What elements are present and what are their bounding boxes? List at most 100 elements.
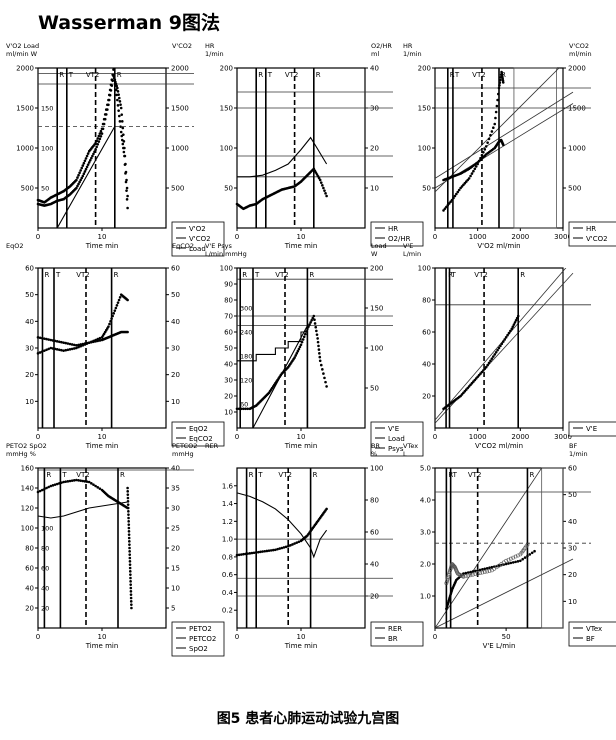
data-point <box>107 325 110 328</box>
data-point <box>75 178 78 182</box>
data-point <box>488 566 491 570</box>
y-tick-label: 70 <box>224 313 233 321</box>
data-point <box>446 203 450 207</box>
data-point <box>85 480 89 483</box>
event-marker-label: VT2 <box>472 71 486 79</box>
data-point <box>83 170 87 173</box>
y-tick-label: 100 <box>418 145 431 153</box>
legend-label: V'E <box>388 425 399 433</box>
data-point <box>85 341 89 345</box>
event-marker-label: R <box>501 71 506 79</box>
y-tick-label: 60 <box>422 329 431 337</box>
data-point <box>81 174 85 178</box>
data-point <box>114 306 118 310</box>
y-axis-label: VTex <box>403 442 418 450</box>
data-point <box>314 325 318 329</box>
x-tick-label: 0 <box>433 433 437 441</box>
data-point <box>492 126 495 130</box>
x-tick-label: 10 <box>98 433 107 441</box>
y2-tick-label: 40 <box>370 561 379 569</box>
data-point <box>43 487 46 491</box>
data-point <box>274 548 277 552</box>
data-point <box>276 547 279 551</box>
data-point <box>509 561 513 565</box>
y2-axis-unit: mmHg <box>172 450 194 458</box>
y-axis-unit: 1/min <box>205 50 224 58</box>
y-axis-label: V'E <box>403 242 413 250</box>
data-point <box>284 545 288 549</box>
data-point <box>94 484 97 488</box>
data-point <box>128 563 132 566</box>
data-point <box>452 196 455 200</box>
data-point <box>75 478 78 482</box>
data-point <box>53 483 57 486</box>
data-point <box>470 172 474 175</box>
y2-tick-label: 20 <box>171 371 180 379</box>
data-point <box>82 161 86 165</box>
data-point <box>117 298 121 302</box>
data-point <box>490 565 494 569</box>
data-point <box>36 352 40 355</box>
data-point <box>98 137 102 141</box>
data-point <box>36 490 40 494</box>
data-point <box>114 88 118 92</box>
data-point <box>79 344 82 348</box>
data-point <box>78 171 81 175</box>
event-marker-label: T <box>451 271 457 279</box>
data-point <box>80 166 84 170</box>
series-line <box>56 124 116 229</box>
data-point <box>107 98 111 102</box>
data-point <box>248 552 252 555</box>
y2-tick-label: 25 <box>171 525 180 533</box>
reference-slope <box>435 91 574 179</box>
x-axis-label: V'E L/min <box>483 642 516 650</box>
data-point <box>86 163 90 166</box>
data-point <box>118 120 122 123</box>
data-point <box>128 566 132 570</box>
data-point <box>478 571 482 575</box>
x-axis-label: Time min <box>85 242 119 250</box>
y-tick-label: 20 <box>422 393 431 401</box>
y2-tick-label: 40 <box>568 518 577 526</box>
data-point <box>299 343 303 347</box>
data-point <box>115 84 119 88</box>
data-point <box>95 145 98 149</box>
data-point <box>127 533 131 536</box>
data-point <box>471 572 475 577</box>
data-point <box>118 100 122 103</box>
data-point <box>325 194 328 198</box>
event-marker-label: T <box>267 71 273 79</box>
y2-tick-label: 80 <box>370 497 379 505</box>
data-point <box>55 348 59 351</box>
reference-slope <box>435 68 560 193</box>
data-point <box>127 510 130 513</box>
x-tick-label: 2000 <box>511 433 529 441</box>
inner-tick-label: 240 <box>240 329 252 337</box>
data-point <box>96 142 100 146</box>
data-point <box>293 356 296 359</box>
y2-tick-label: 50 <box>370 385 379 393</box>
data-point <box>128 543 131 546</box>
data-point <box>79 479 82 482</box>
y-tick-label: 200 <box>220 65 233 73</box>
data-point <box>129 593 133 596</box>
data-point <box>79 169 82 172</box>
event-marker-label: T <box>454 71 460 79</box>
legend-label: HR <box>586 225 596 233</box>
data-point <box>499 344 502 348</box>
legend-box <box>370 621 424 647</box>
data-point <box>318 359 322 363</box>
data-point <box>80 176 84 180</box>
x-tick-label: 0 <box>235 233 239 241</box>
data-point <box>498 81 502 84</box>
data-point <box>98 132 102 135</box>
x-tick-label: 3000 <box>554 433 572 441</box>
data-point <box>282 546 286 549</box>
y-tick-label: 140 <box>21 485 34 493</box>
data-point <box>294 354 297 357</box>
y-axis-label: RER <box>205 442 219 450</box>
data-point <box>113 309 117 312</box>
x-tick-label: 10 <box>98 233 107 241</box>
data-point <box>125 178 128 182</box>
data-point <box>490 357 494 360</box>
